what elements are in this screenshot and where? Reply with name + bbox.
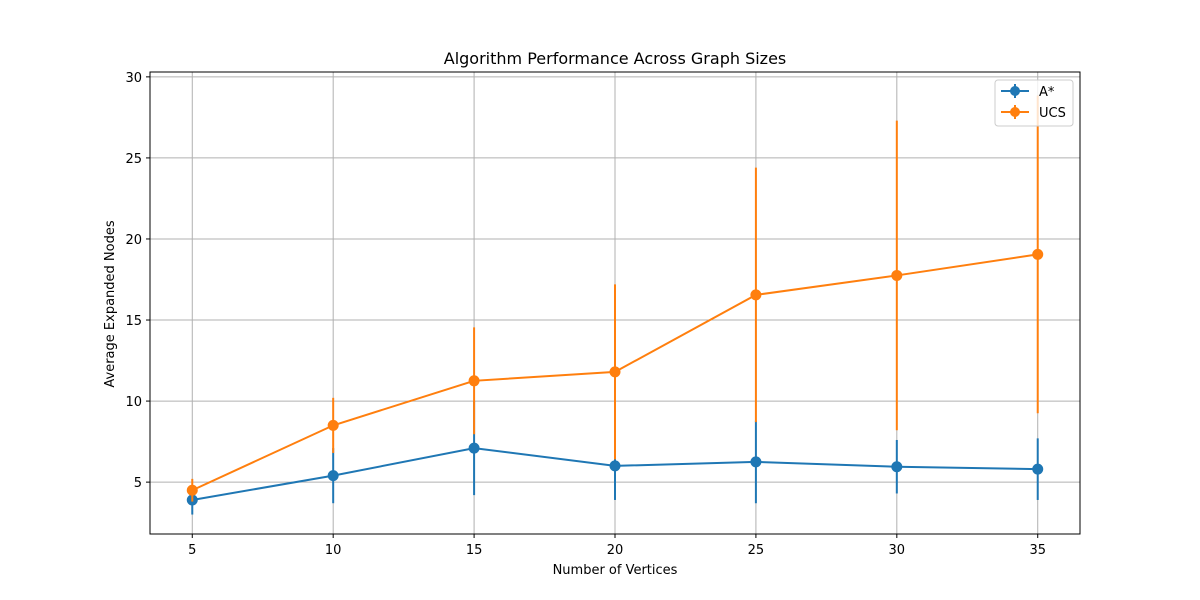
- data-point: [750, 289, 762, 301]
- data-point: [327, 470, 339, 482]
- series-layer: [186, 95, 1044, 515]
- series-ucs: [186, 95, 1044, 502]
- data-point: [609, 460, 621, 472]
- data-point: [750, 456, 762, 468]
- y-tick-label: 30: [125, 71, 142, 86]
- data-point: [468, 375, 480, 387]
- legend: A* UCS: [994, 79, 1074, 127]
- data-point: [327, 419, 339, 431]
- y-tick-label: 15: [125, 314, 142, 329]
- x-tick-label: 25: [748, 543, 765, 558]
- series-astar: [186, 401, 1044, 515]
- x-tick-label: 5: [188, 543, 196, 558]
- data-point: [609, 366, 621, 378]
- y-tick-label: 5: [134, 476, 142, 491]
- x-tick-label: 10: [325, 543, 342, 558]
- data-point: [891, 461, 903, 473]
- x-tick-label: 15: [466, 543, 483, 558]
- y-tick-label: 10: [125, 395, 142, 410]
- data-point: [186, 484, 198, 496]
- legend-marker: [1010, 107, 1020, 117]
- chart-title: Algorithm Performance Across Graph Sizes: [444, 49, 787, 68]
- legend-marker: [1010, 86, 1020, 96]
- x-tick-label: 20: [607, 543, 624, 558]
- y-tick-label: 25: [125, 152, 142, 167]
- data-point: [1032, 463, 1044, 475]
- x-axis-label: Number of Vertices: [553, 563, 678, 578]
- x-tick-label: 30: [889, 543, 906, 558]
- legend-label: A*: [1039, 85, 1055, 100]
- x-tick-label: 35: [1029, 543, 1046, 558]
- y-axis-label: Average Expanded Nodes: [103, 220, 118, 387]
- axis-ticks: 5 10 15 20 25 30 35 5 10 15 20 25 30: [125, 71, 1046, 558]
- legend-item: UCS: [1001, 105, 1066, 121]
- data-point: [468, 442, 480, 454]
- legend-item: A*: [1001, 84, 1055, 100]
- legend-label: UCS: [1039, 106, 1066, 121]
- data-point: [891, 269, 903, 281]
- y-tick-label: 20: [125, 233, 142, 248]
- data-point: [1032, 248, 1044, 260]
